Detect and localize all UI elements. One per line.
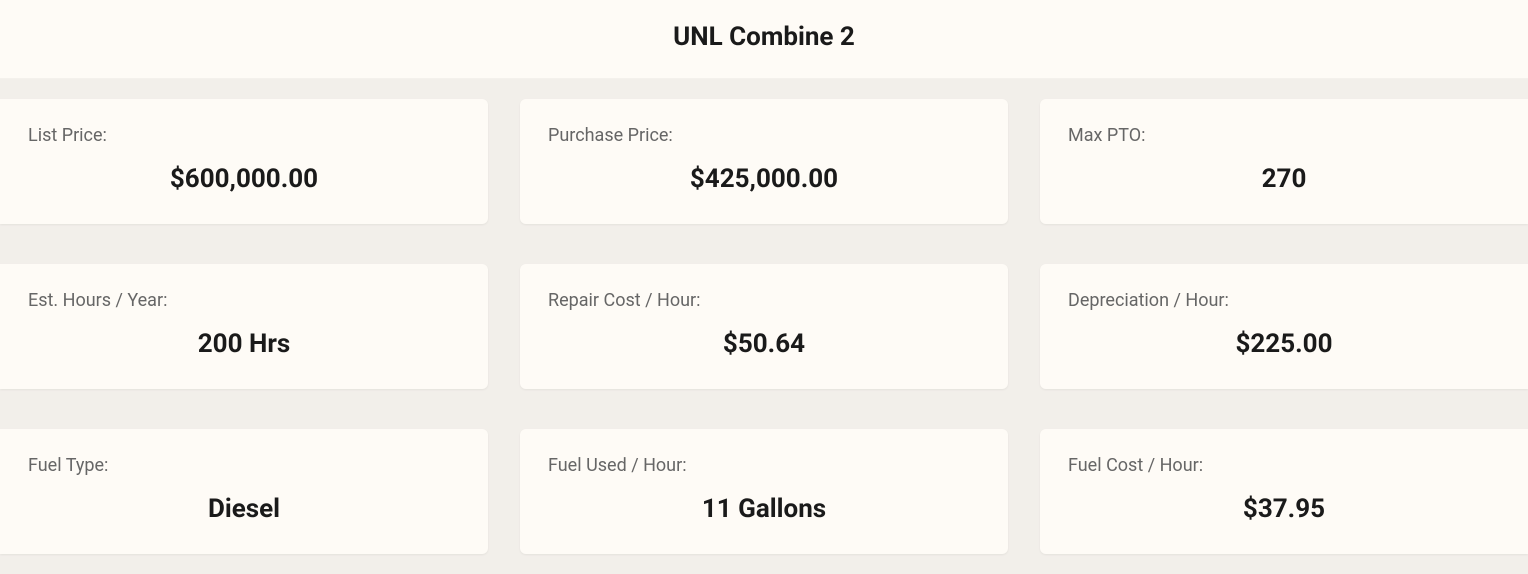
card-label: Fuel Cost / Hour: [1068, 455, 1500, 476]
card-value: $425,000.00 [548, 164, 980, 194]
card-max-pto: Max PTO: 270 [1040, 99, 1528, 224]
card-label: Fuel Type: [28, 455, 460, 476]
card-fuel-type: Fuel Type: Diesel [0, 429, 488, 554]
content-area: List Price: $600,000.00 Purchase Price: … [0, 79, 1528, 574]
card-purchase-price: Purchase Price: $425,000.00 [520, 99, 1008, 224]
card-value: $37.95 [1068, 494, 1500, 524]
card-est-hours-year: Est. Hours / Year: 200 Hrs [0, 264, 488, 389]
card-depreciation-hour: Depreciation / Hour: $225.00 [1040, 264, 1528, 389]
page-header: UNL Combine 2 [0, 0, 1528, 79]
card-value: 270 [1068, 164, 1500, 194]
card-value: 200 Hrs [28, 329, 460, 359]
card-label: Repair Cost / Hour: [548, 290, 980, 311]
card-row-2: Est. Hours / Year: 200 Hrs Repair Cost /… [0, 244, 1528, 409]
card-fuel-cost-hour: Fuel Cost / Hour: $37.95 [1040, 429, 1528, 554]
card-list-price: List Price: $600,000.00 [0, 99, 488, 224]
card-label: Max PTO: [1068, 125, 1500, 146]
page-title: UNL Combine 2 [0, 22, 1528, 52]
card-row-3: Fuel Type: Diesel Fuel Used / Hour: 11 G… [0, 409, 1528, 574]
card-value: 11 Gallons [548, 494, 980, 524]
card-label: List Price: [28, 125, 460, 146]
card-fuel-used-hour: Fuel Used / Hour: 11 Gallons [520, 429, 1008, 554]
card-label: Fuel Used / Hour: [548, 455, 980, 476]
card-row-1: List Price: $600,000.00 Purchase Price: … [0, 79, 1528, 244]
card-value: Diesel [28, 494, 460, 524]
card-label: Depreciation / Hour: [1068, 290, 1500, 311]
card-label: Est. Hours / Year: [28, 290, 460, 311]
card-value: $225.00 [1068, 329, 1500, 359]
card-repair-cost-hour: Repair Cost / Hour: $50.64 [520, 264, 1008, 389]
card-value: $50.64 [548, 329, 980, 359]
card-value: $600,000.00 [28, 164, 460, 194]
card-label: Purchase Price: [548, 125, 980, 146]
